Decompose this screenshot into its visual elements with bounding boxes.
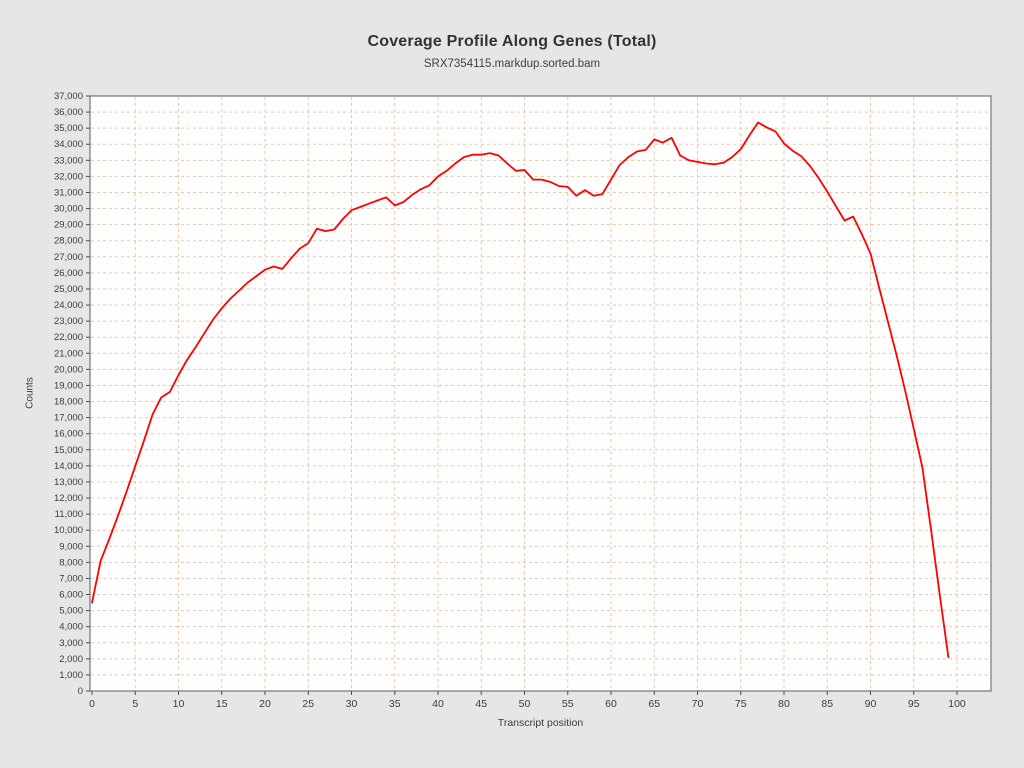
svg-text:26,000: 26,000 xyxy=(54,268,83,279)
svg-text:12,000: 12,000 xyxy=(54,493,83,504)
svg-text:20,000: 20,000 xyxy=(54,364,83,375)
svg-text:6,000: 6,000 xyxy=(59,590,83,601)
svg-text:5,000: 5,000 xyxy=(59,606,83,617)
svg-text:70: 70 xyxy=(692,698,704,710)
svg-text:2,000: 2,000 xyxy=(59,654,83,665)
svg-text:18,000: 18,000 xyxy=(54,397,83,408)
svg-text:0: 0 xyxy=(89,698,95,710)
svg-text:55: 55 xyxy=(562,698,574,710)
svg-text:20: 20 xyxy=(259,698,271,710)
svg-text:3,000: 3,000 xyxy=(59,638,83,649)
svg-text:11,000: 11,000 xyxy=(55,509,83,520)
svg-text:30,000: 30,000 xyxy=(54,204,83,215)
svg-text:14,000: 14,000 xyxy=(54,461,83,472)
svg-text:33,000: 33,000 xyxy=(54,155,83,166)
svg-text:16,000: 16,000 xyxy=(54,429,83,440)
svg-text:13,000: 13,000 xyxy=(54,477,83,488)
chart-title: Coverage Profile Along Genes (Total) xyxy=(367,33,657,50)
svg-text:15: 15 xyxy=(216,698,228,710)
svg-text:9,000: 9,000 xyxy=(59,541,83,552)
svg-text:50: 50 xyxy=(519,698,531,710)
svg-text:0: 0 xyxy=(78,686,83,697)
svg-text:7,000: 7,000 xyxy=(59,573,83,584)
svg-text:32,000: 32,000 xyxy=(54,171,83,182)
svg-text:36,000: 36,000 xyxy=(54,107,83,118)
svg-text:25,000: 25,000 xyxy=(54,284,83,295)
svg-text:10: 10 xyxy=(173,698,185,710)
svg-text:10,000: 10,000 xyxy=(54,525,83,536)
svg-text:40: 40 xyxy=(432,698,444,710)
svg-text:28,000: 28,000 xyxy=(54,236,83,247)
svg-text:100: 100 xyxy=(948,698,966,710)
svg-text:24,000: 24,000 xyxy=(54,300,83,311)
svg-text:4,000: 4,000 xyxy=(59,622,83,633)
svg-text:45: 45 xyxy=(475,698,487,710)
svg-text:21,000: 21,000 xyxy=(54,348,83,359)
svg-text:30: 30 xyxy=(346,698,358,710)
svg-text:17,000: 17,000 xyxy=(54,413,83,424)
svg-text:37,000: 37,000 xyxy=(54,91,83,102)
svg-text:23,000: 23,000 xyxy=(54,316,83,327)
svg-text:5: 5 xyxy=(132,698,138,710)
svg-text:15,000: 15,000 xyxy=(54,445,83,456)
svg-text:27,000: 27,000 xyxy=(54,252,83,263)
x-axis-title: Transcript position xyxy=(497,717,584,729)
svg-text:35,000: 35,000 xyxy=(54,123,83,134)
svg-text:34,000: 34,000 xyxy=(54,139,83,150)
svg-text:95: 95 xyxy=(908,698,920,710)
svg-text:22,000: 22,000 xyxy=(54,332,83,343)
svg-text:85: 85 xyxy=(821,698,833,710)
svg-text:60: 60 xyxy=(605,698,617,710)
svg-text:1,000: 1,000 xyxy=(59,670,83,681)
svg-text:19,000: 19,000 xyxy=(54,380,83,391)
svg-text:90: 90 xyxy=(865,698,877,710)
svg-text:31,000: 31,000 xyxy=(54,187,83,198)
svg-text:80: 80 xyxy=(778,698,790,710)
y-axis-title: Counts xyxy=(24,377,36,409)
svg-text:35: 35 xyxy=(389,698,401,710)
svg-text:75: 75 xyxy=(735,698,747,710)
svg-text:29,000: 29,000 xyxy=(54,220,83,231)
svg-text:25: 25 xyxy=(302,698,314,710)
chart-subtitle: SRX7354115.markdup.sorted.bam xyxy=(423,58,601,70)
svg-text:65: 65 xyxy=(648,698,660,710)
svg-text:8,000: 8,000 xyxy=(59,557,83,568)
